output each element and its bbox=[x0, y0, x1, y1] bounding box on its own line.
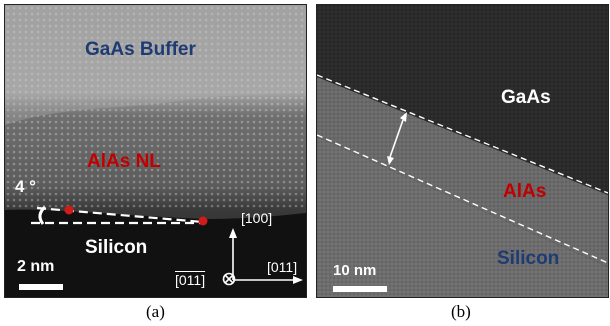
up-arrow-icon bbox=[229, 228, 237, 238]
upper-interface-line bbox=[317, 74, 608, 194]
caption-a: (a) bbox=[146, 302, 165, 321]
arrow-head-icon bbox=[400, 112, 407, 122]
alas-label: AlAs bbox=[503, 181, 547, 202]
angle-arc bbox=[38, 205, 47, 225]
lower-interface-line bbox=[317, 134, 608, 264]
gaas-label: GaAs bbox=[501, 87, 551, 108]
panel-a-hrtem-image: GaAs Buffer AlAs NL 4 ° Silicon 2 nm [10… bbox=[4, 4, 307, 298]
interface-marker-dot bbox=[198, 216, 208, 226]
direction-011-label: [011] bbox=[267, 259, 298, 275]
gaas-buffer-label: GaAs Buffer bbox=[85, 39, 196, 60]
tilt-angle-label: 4 ° bbox=[15, 177, 36, 196]
panel-b-micrograph bbox=[317, 5, 608, 297]
direction-100-label: [100] bbox=[241, 210, 273, 226]
scale-bar-a bbox=[19, 284, 63, 290]
interface-marker-dot bbox=[64, 205, 74, 215]
scale-bar-a-label: 2 nm bbox=[17, 258, 55, 275]
right-arrow-icon bbox=[293, 276, 303, 284]
scale-bar-b-label: 10 nm bbox=[333, 262, 377, 279]
scale-bar-b bbox=[333, 286, 387, 292]
thickness-arrow bbox=[389, 119, 404, 158]
caption-b: (b) bbox=[451, 302, 471, 321]
arrow-head-icon bbox=[387, 156, 394, 165]
panel-a-micrograph bbox=[5, 5, 306, 297]
into-page-icon bbox=[222, 272, 236, 286]
silicon-label-b: Silicon bbox=[497, 248, 560, 269]
alas-nl-label: AlAs NL bbox=[87, 151, 161, 172]
silicon-label: Silicon bbox=[85, 237, 148, 258]
panel-b-tem-image: GaAs AlAs Silicon 10 nm bbox=[316, 4, 609, 298]
direction-011-bar-label: [011] bbox=[175, 272, 206, 288]
